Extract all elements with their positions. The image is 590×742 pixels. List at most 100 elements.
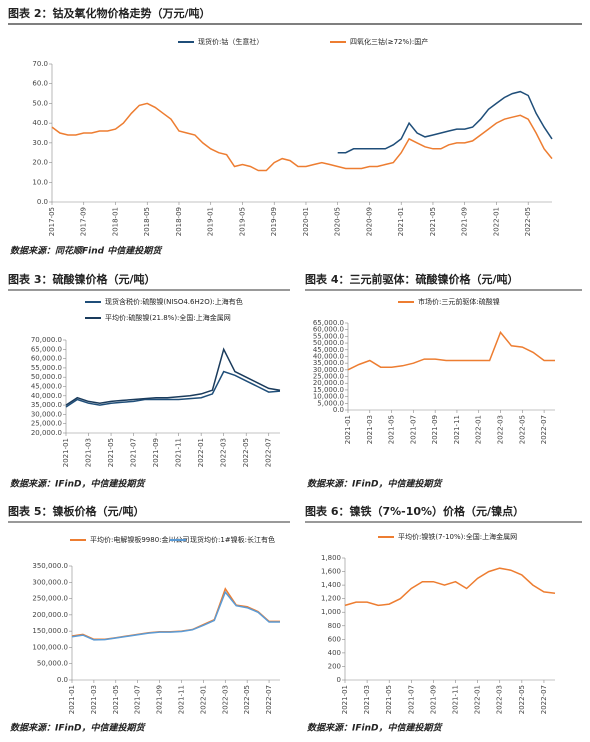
x-tick-label: 2022-03 xyxy=(496,685,504,714)
series-line xyxy=(337,90,553,154)
x-tick-label: 2019-09 xyxy=(270,207,278,236)
y-tick-label: 20.0 xyxy=(32,159,48,167)
x-tick-label: 2021-07 xyxy=(407,685,415,714)
x-tick-label: 2018-01 xyxy=(111,207,119,236)
y-tick-label: 800 xyxy=(328,622,341,630)
x-tick-label: 2022-01 xyxy=(199,685,207,714)
x-tick-label: 2021-01 xyxy=(62,438,70,467)
x-tick-label: 2021-11 xyxy=(175,438,183,467)
x-tick-label: 2021-01 xyxy=(344,415,352,444)
legend-label: 平均价:电解镍板9980:金川公司 xyxy=(90,535,190,544)
figure-caption: 图表 2：钴及氧化物价格走势（万元/吨） xyxy=(8,6,211,20)
y-tick-label: 65,000.0 xyxy=(31,345,62,353)
figure-source: 数据来源：IFinD，中信建投期货 xyxy=(10,479,146,490)
y-tick-label: 40.0 xyxy=(32,119,48,127)
y-tick-label: 50,000.0 xyxy=(313,339,344,347)
y-tick-label: 15,000.0 xyxy=(313,386,344,394)
y-tick-label: 55,000.0 xyxy=(31,364,62,372)
x-tick-label: 2021-05 xyxy=(112,685,120,714)
y-tick-label: 350,000.0 xyxy=(32,562,68,570)
figure-caption: 图表 5：镍板价格（元/吨） xyxy=(8,504,145,518)
x-tick-label: 2022-05 xyxy=(243,685,251,714)
y-tick-label: 70,000.0 xyxy=(31,336,62,344)
y-tick-label: 300,000.0 xyxy=(32,578,68,586)
y-tick-label: 600 xyxy=(328,635,341,643)
x-tick-label: 2022-05 xyxy=(518,685,526,714)
y-tick-label: 25,000.0 xyxy=(313,373,344,381)
x-tick-label: 2021-07 xyxy=(409,415,417,444)
y-tick-label: 55,000.0 xyxy=(313,332,344,340)
y-tick-label: 150,000.0 xyxy=(32,627,68,635)
x-tick-label: 2021-11 xyxy=(177,685,185,714)
x-tick-label: 2022-05 xyxy=(524,207,532,236)
x-tick-label: 2021-11 xyxy=(452,685,460,714)
x-tick-label: 2022-03 xyxy=(220,438,228,467)
x-tick-label: 2021-05 xyxy=(107,438,115,467)
y-tick-label: 45,000.0 xyxy=(31,383,62,391)
x-tick-label: 2021-01 xyxy=(341,685,349,714)
series-line xyxy=(65,347,281,406)
y-tick-label: 1,000 xyxy=(321,608,341,616)
y-tick-label: 0.0 xyxy=(37,198,48,206)
y-tick-label: 65,000.0 xyxy=(313,319,344,327)
y-tick-label: 1,200 xyxy=(321,595,341,603)
figure-source: 数据来源：IFinD，中信建投期货 xyxy=(307,723,443,734)
x-tick-label: 2021-09 xyxy=(429,685,437,714)
x-tick-label: 2021-01 xyxy=(397,207,405,236)
x-tick-label: 2021-05 xyxy=(429,207,437,236)
x-tick-label: 2022-07 xyxy=(265,685,273,714)
y-tick-label: 20,000.0 xyxy=(31,429,62,437)
x-tick-label: 2021-11 xyxy=(453,415,461,444)
y-tick-label: 1,400 xyxy=(321,581,341,589)
y-tick-label: 30,000.0 xyxy=(31,410,62,418)
y-tick-label: 35,000.0 xyxy=(313,359,344,367)
x-tick-label: 2021-03 xyxy=(366,415,374,444)
figure-source: 数据来源：IFinD，中信建投期货 xyxy=(10,723,146,734)
x-tick-label: 2022-05 xyxy=(242,438,250,467)
y-tick-label: 70.0 xyxy=(32,60,48,68)
x-tick-label: 2020-09 xyxy=(365,207,373,236)
x-tick-label: 2021-03 xyxy=(90,685,98,714)
x-tick-label: 2018-09 xyxy=(175,207,183,236)
x-tick-label: 2022-03 xyxy=(497,415,505,444)
x-tick-label: 2020-05 xyxy=(334,207,342,236)
series-line xyxy=(347,330,555,371)
x-tick-label: 2021-09 xyxy=(461,207,469,236)
x-tick-label: 2022-01 xyxy=(492,207,500,236)
x-tick-label: 2021-07 xyxy=(130,438,138,467)
y-tick-label: 40,000.0 xyxy=(313,352,344,360)
series-line xyxy=(344,567,556,607)
y-tick-label: 50.0 xyxy=(32,99,48,107)
legend-label: 平均价:镍铁(7-10%):全国:上海金属网 xyxy=(398,532,517,541)
y-tick-label: 0.0 xyxy=(333,406,344,414)
x-tick-label: 2019-01 xyxy=(207,207,215,236)
x-tick-label: 2021-09 xyxy=(156,685,164,714)
y-tick-label: 60,000.0 xyxy=(313,326,344,334)
legend-label: 平均价:硫酸镍(21.8%):全国:上海金属网 xyxy=(105,313,231,322)
y-tick-label: 250,000.0 xyxy=(32,595,68,603)
x-tick-label: 2022-01 xyxy=(475,415,483,444)
y-tick-label: 1,800 xyxy=(321,554,341,562)
figure-source: 数据来源：IFinD，中信建投期货 xyxy=(307,479,443,490)
figure-caption: 图表 6：镍铁（7%-10%）价格（元/镍点） xyxy=(305,504,524,518)
x-tick-label: 2022-07 xyxy=(540,685,548,714)
y-tick-label: 30,000.0 xyxy=(313,366,344,374)
y-tick-label: 0 xyxy=(337,676,341,684)
y-tick-label: 60.0 xyxy=(32,80,48,88)
x-tick-label: 2021-05 xyxy=(385,685,393,714)
x-tick-label: 2021-09 xyxy=(431,415,439,444)
y-tick-label: 1,600 xyxy=(321,568,341,576)
x-tick-label: 2022-01 xyxy=(474,685,482,714)
figure-source: 数据来源：同花顺Find 中信建投期货 xyxy=(10,246,163,257)
legend-label: 现货价:钴（生意社） xyxy=(198,37,263,46)
y-tick-label: 35,000.0 xyxy=(31,401,62,409)
x-tick-label: 2019-05 xyxy=(238,207,246,236)
y-tick-label: 200,000.0 xyxy=(32,611,68,619)
legend-label: 现货含税价:硫酸镍(NISO4.6H2O):上海有色 xyxy=(105,297,243,306)
x-tick-label: 2022-05 xyxy=(518,415,526,444)
y-tick-label: 10,000.0 xyxy=(313,393,344,401)
x-tick-label: 2018-05 xyxy=(143,207,151,236)
series-line xyxy=(71,590,280,641)
x-tick-label: 2022-03 xyxy=(221,685,229,714)
